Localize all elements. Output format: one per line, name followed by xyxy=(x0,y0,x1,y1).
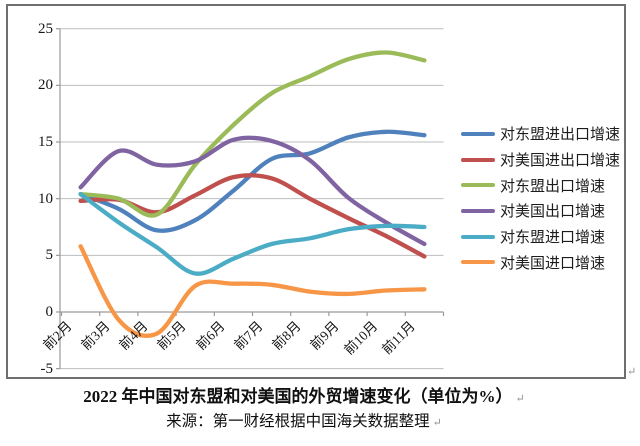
chart-title-line: 2022 年中国对东盟和对美国的外贸增速变化（单位为%） ↵ xyxy=(0,386,608,410)
paragraph-mark-icon: ↵ xyxy=(515,393,525,405)
legend-key-line xyxy=(461,131,495,136)
legend: 对东盟进出口增速 对美国进出口增速 对东盟出口增速 对美国出口增速 对东盟进口增… xyxy=(461,121,620,275)
series-line xyxy=(78,244,427,338)
line-chart xyxy=(56,28,445,370)
legend-item-label: 对东盟进口增速 xyxy=(500,230,606,247)
series-line xyxy=(78,50,427,218)
y-axis-tick-label: 25 xyxy=(38,20,53,37)
legend-item-label: 对美国出口增速 xyxy=(500,204,606,221)
chart-source-line: 来源：第一财经根据中国海关数据整理 ↵ xyxy=(0,412,608,433)
legend-key-line xyxy=(461,260,495,265)
legend-item-label: 对东盟进出口增速 xyxy=(500,127,621,144)
y-axis-tick-label: 5 xyxy=(45,247,54,264)
paragraph-mark-icon: ↵ xyxy=(432,417,442,429)
series-line xyxy=(78,191,427,276)
chart-source: 来源：第一财经根据中国海关数据整理 xyxy=(166,413,430,430)
legend-item-label: 对美国进出口增速 xyxy=(500,153,621,170)
legend-key-line xyxy=(461,183,495,188)
legend-key-line xyxy=(461,208,495,213)
y-axis-tick-label: -5 xyxy=(40,360,54,377)
legend-item: 对东盟出口增速 xyxy=(461,172,620,198)
legend-item: 对美国进口增速 xyxy=(461,249,620,275)
y-axis-tick-label: 10 xyxy=(38,190,53,207)
legend-key-line xyxy=(461,157,495,162)
y-axis-tick-label: 20 xyxy=(38,77,53,94)
y-axis-tick-label: 0 xyxy=(45,304,54,320)
legend-item-label: 对美国进口增速 xyxy=(500,255,606,272)
legend-item: 对美国出口增速 xyxy=(461,198,620,224)
chart-caption: 2022 年中国对东盟和对美国的外贸增速变化（单位为%） ↵ 来源：第一财经根据中… xyxy=(0,386,608,433)
legend-key-line xyxy=(461,234,495,239)
chart-frame[interactable]: -5 0 5 10 15 20 25 前2月 前3月 前4月 前5月 前6月 前… xyxy=(6,4,626,379)
y-axis-tick-label: 15 xyxy=(38,134,53,151)
legend-item: 对东盟进口增速 xyxy=(461,224,620,250)
series-line xyxy=(78,135,427,247)
legend-item: 对东盟进出口增速 xyxy=(461,121,620,147)
chart-title: 2022 年中国对东盟和对美国的外贸增速变化（单位为%） xyxy=(83,387,513,406)
legend-item: 对美国进出口增速 xyxy=(461,147,620,173)
legend-item-label: 对东盟出口增速 xyxy=(500,178,606,195)
paragraph-mark-icon: ↵ xyxy=(627,366,637,378)
